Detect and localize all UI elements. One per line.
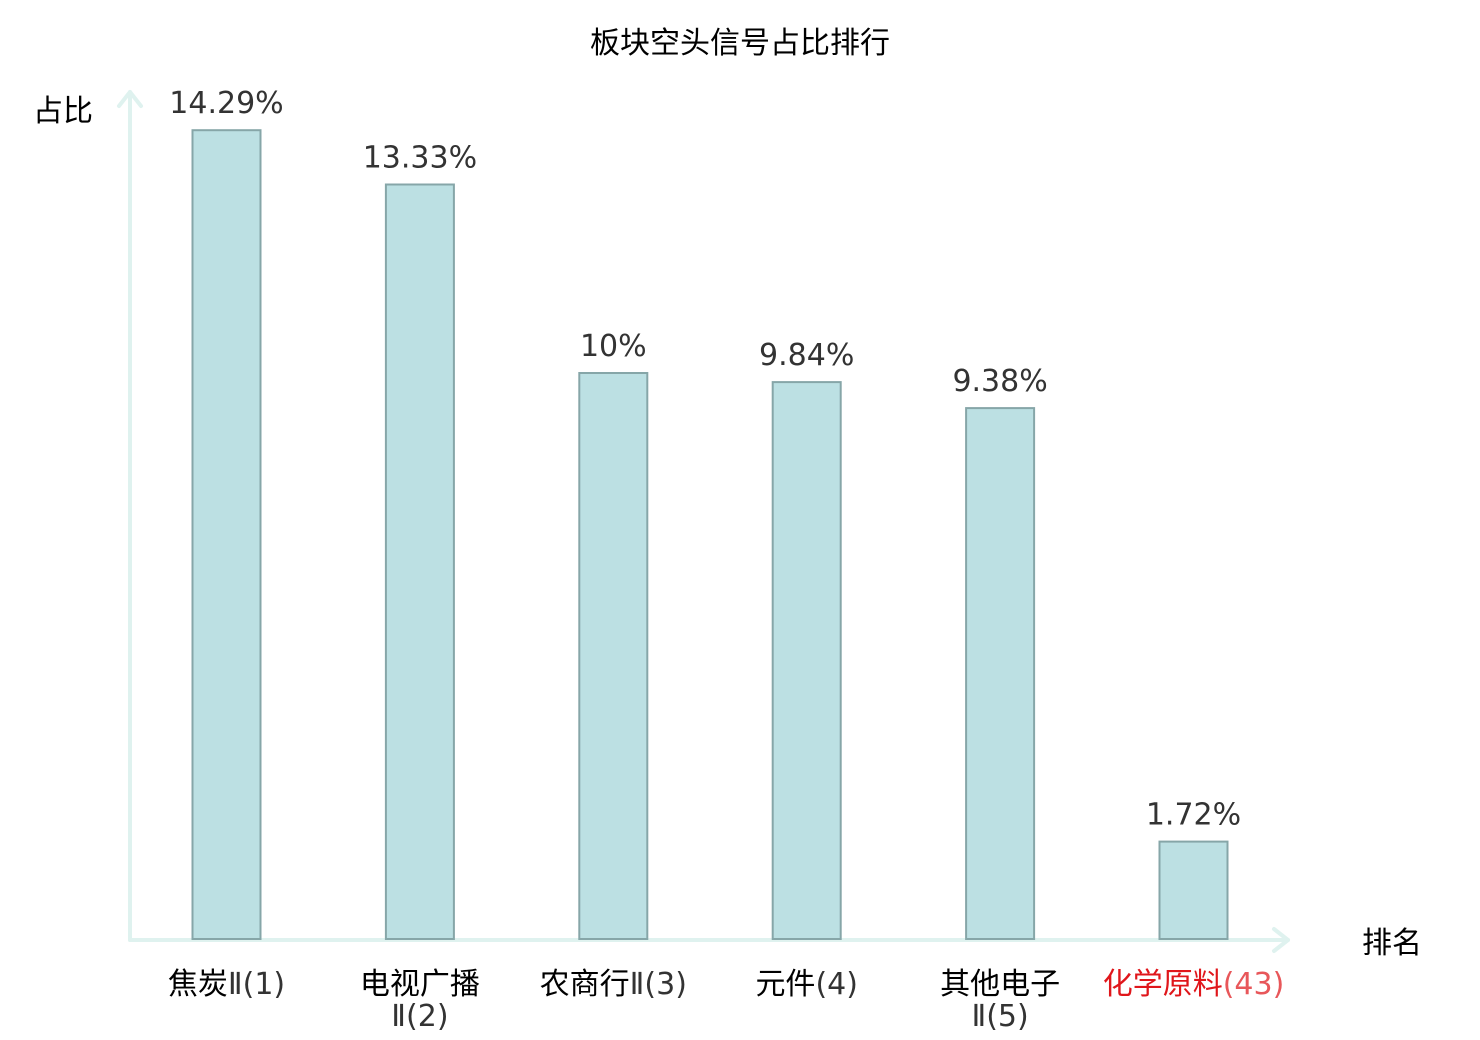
x-axis-arrow xyxy=(1272,927,1290,953)
y-axis-arrow xyxy=(117,90,143,108)
value-label-2: 13.33% xyxy=(363,141,477,176)
value-label-6: 1.72% xyxy=(1146,798,1241,833)
value-label-1: 14.29% xyxy=(169,86,283,121)
category-label-5-line-1: 其他电子 xyxy=(940,967,1060,1002)
category-label-2-line-1: 电视广播 xyxy=(360,967,480,1002)
category-label-5-line-2: Ⅱ(5) xyxy=(971,999,1028,1034)
category-label-3: 农商行Ⅱ(3) xyxy=(540,967,687,1002)
bar-3 xyxy=(578,372,649,940)
category-label-4: 元件(4) xyxy=(755,967,858,1002)
chart-title: 板块空头信号占比排行 xyxy=(590,26,890,61)
category-label-2-line-2: Ⅱ(2) xyxy=(391,999,448,1034)
bar-4 xyxy=(771,381,842,941)
bar-5 xyxy=(965,407,1036,941)
value-labels-group: 14.29% 13.33% 10% 9.84% 9.38% 1.72% xyxy=(169,86,1241,832)
bars-group xyxy=(191,129,1229,941)
value-label-4: 9.84% xyxy=(759,338,854,373)
x-axis-title: 排名 xyxy=(1362,926,1422,961)
category-label-1: 焦炭Ⅱ(1) xyxy=(168,967,285,1002)
category-label-6: 化学原料(43) xyxy=(1103,967,1285,1002)
value-label-3: 10% xyxy=(580,329,647,364)
bar-2 xyxy=(384,183,455,940)
bar-6 xyxy=(1158,840,1229,940)
value-label-5: 9.38% xyxy=(952,364,1047,399)
y-axis-title: 占比 xyxy=(33,94,93,129)
bar-1 xyxy=(191,129,262,940)
